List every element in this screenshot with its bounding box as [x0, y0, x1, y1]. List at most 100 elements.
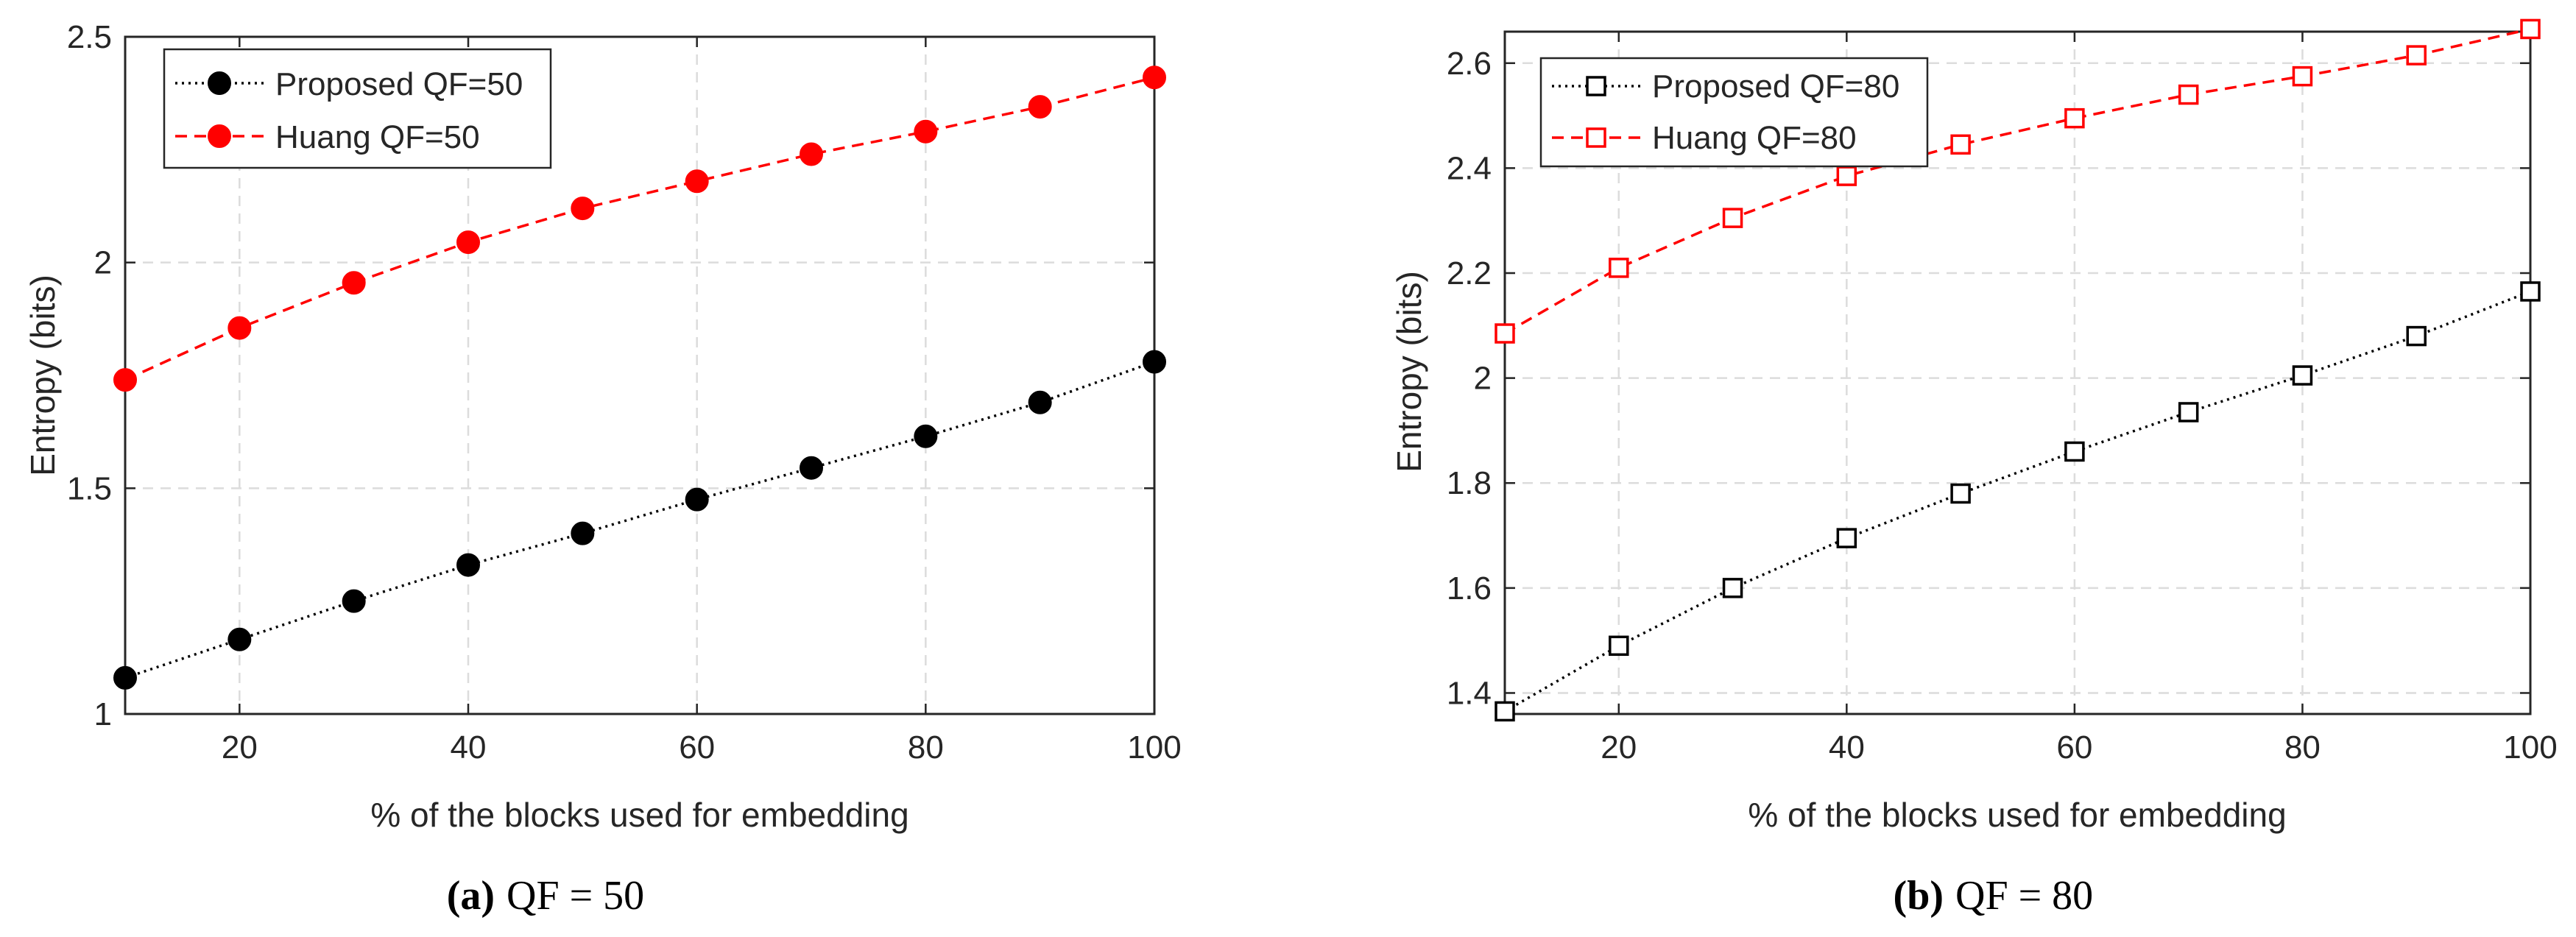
data-point — [113, 665, 137, 690]
y-tick-label: 2 — [1474, 361, 1492, 397]
data-point — [571, 197, 595, 221]
series-line — [124, 360, 1155, 679]
data-point — [1495, 701, 1515, 722]
y-tick-label: 2.6 — [1447, 46, 1492, 82]
x-axis-label: % of the blocks used for embedding — [370, 796, 908, 834]
series-proposed — [1495, 281, 2541, 722]
caption-text: QF = 80 — [1955, 873, 2093, 919]
legend-label-huang: Huang QF=80 — [1652, 120, 1857, 156]
data-point — [2064, 441, 2085, 462]
data-point — [227, 316, 252, 340]
tick-labels: 20 40 60 80 100 1 1.5 2 2.5 — [67, 19, 1182, 765]
data-point — [1609, 635, 1629, 657]
x-tick-label: 20 — [1601, 729, 1637, 765]
data-point — [1836, 528, 1857, 548]
y-tick-label: 2.2 — [1447, 255, 1492, 291]
x-tick-label: 60 — [679, 729, 715, 765]
x-tick-label: 100 — [2503, 729, 2557, 765]
y-tick-label: 1.4 — [1447, 675, 1492, 711]
data-point — [2520, 18, 2541, 40]
data-point — [2406, 45, 2427, 66]
legend: Proposed QF=50 Huang QF=50 — [163, 48, 552, 169]
caption-text: QF = 50 — [507, 873, 644, 919]
data-point — [914, 424, 938, 448]
chart-panel-a: 20 40 60 80 100 1 1.5 2 2.5 % of the blocks used… — [24, 19, 1182, 919]
data-point — [2178, 402, 2199, 422]
data-point — [914, 119, 938, 144]
legend-entry-huang: Huang QF=50 — [175, 119, 480, 155]
data-point — [685, 487, 709, 512]
data-point — [1950, 483, 1971, 504]
series-line — [1504, 290, 2531, 713]
series-huang — [1495, 18, 2541, 344]
data-point — [2178, 84, 2199, 105]
axis-ticks — [125, 35, 1156, 715]
legend-box — [163, 48, 552, 169]
data-point — [1143, 350, 1166, 374]
legend-marker-shape — [1586, 127, 1606, 148]
axis-ticks — [1505, 32, 2532, 714]
data-point — [1722, 208, 1743, 228]
x-axis-label: % of the blocks used for embedding — [1748, 796, 2286, 834]
data-point — [2406, 325, 2427, 347]
y-tick-label: 1 — [94, 696, 112, 732]
legend-marker-huang — [208, 124, 231, 148]
y-tick-label: 1.5 — [67, 470, 112, 506]
data-point — [1028, 95, 1052, 119]
y-tick-label: 2.4 — [1447, 150, 1492, 186]
y-axis-label: Entropy (bits) — [1390, 271, 1428, 473]
data-point — [800, 142, 823, 166]
data-point — [113, 368, 137, 392]
data-point — [2292, 66, 2313, 87]
series-layer — [113, 66, 1166, 690]
legend-marker-huang — [1586, 127, 1606, 148]
data-point — [571, 521, 595, 545]
tick-labels: 20 40 60 80 100 1.4 1.6 1.8 2 2.2 2.4 2.6 — [1447, 46, 2558, 765]
y-tick-label: 1.8 — [1447, 465, 1492, 501]
legend-entry-proposed: Proposed QF=80 — [1552, 68, 1899, 105]
x-tick-label: 80 — [908, 729, 944, 765]
data-point — [1950, 134, 1971, 155]
legend-label-huang: Huang QF=50 — [275, 119, 480, 155]
y-tick-label: 1.6 — [1447, 570, 1492, 607]
legend-marker-shape — [208, 124, 231, 148]
series-line — [1504, 27, 2531, 335]
data-point — [227, 627, 252, 651]
legend-entry-proposed: Proposed QF=50 — [175, 66, 523, 102]
y-tick-label: 2 — [94, 245, 112, 281]
axes-frame — [1503, 30, 2532, 715]
x-tick-label: 40 — [451, 729, 487, 765]
series-proposed — [113, 350, 1166, 690]
x-tick-label: 20 — [222, 729, 258, 765]
caption-letter: (b) — [1894, 873, 1944, 919]
data-point — [2292, 365, 2313, 386]
data-point — [2520, 281, 2541, 302]
y-axis-label: Entropy (bits) — [24, 275, 62, 476]
data-point — [1836, 166, 1857, 186]
data-point — [456, 553, 480, 577]
data-point — [456, 230, 480, 255]
data-point — [800, 456, 823, 480]
legend-marker-shape — [208, 71, 231, 95]
legend-label-proposed: Proposed QF=80 — [1652, 68, 1899, 105]
data-point — [1609, 258, 1629, 278]
legend-label-proposed: Proposed QF=50 — [275, 66, 523, 102]
x-tick-label: 80 — [2284, 729, 2321, 765]
data-point — [1495, 323, 1515, 344]
chart-panel-b: 20 40 60 80 100 1.4 1.6 1.8 2 2.2 2.4 2.6 % of the … — [1390, 18, 2558, 919]
series-huang — [113, 66, 1166, 392]
legend-marker-proposed — [208, 71, 231, 95]
data-point — [342, 589, 366, 613]
data-point — [1722, 578, 1743, 598]
caption-letter: (a) — [447, 873, 495, 919]
legend-marker-proposed — [1586, 76, 1606, 96]
legend-marker-shape — [1586, 76, 1606, 96]
data-point — [1028, 390, 1052, 414]
data-point — [1143, 66, 1166, 90]
legend: Proposed QF=80 Huang QF=80 — [1539, 57, 1929, 168]
data-point — [2064, 107, 2085, 129]
y-tick-label: 2.5 — [67, 19, 112, 55]
x-tick-label: 100 — [1127, 729, 1181, 765]
data-point — [685, 169, 709, 194]
